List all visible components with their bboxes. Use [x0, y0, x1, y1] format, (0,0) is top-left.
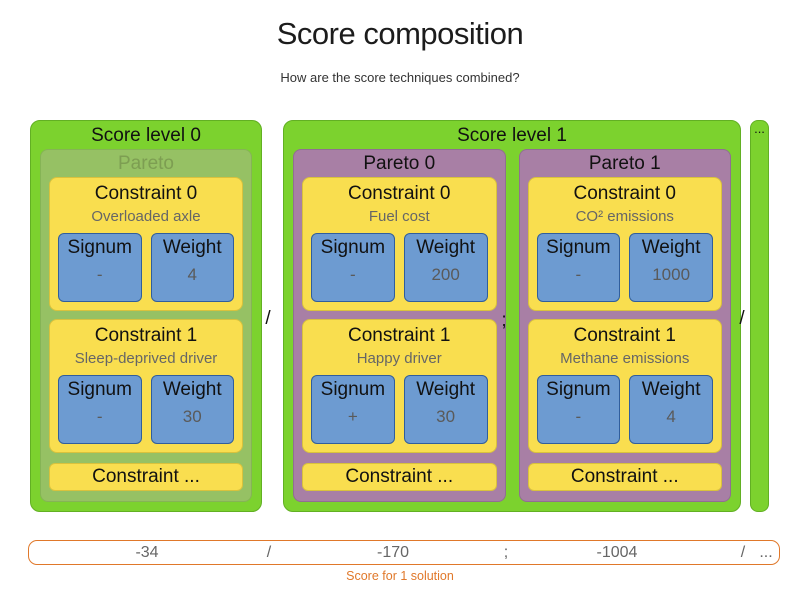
- level-separator: /: [265, 308, 271, 329]
- signum-label: Signum: [67, 237, 132, 258]
- constraint-box: Constraint 0 Fuel cost Signum - Weight 2…: [302, 177, 497, 311]
- constraint-title: Constraint 1: [348, 325, 451, 346]
- weight-label: Weight: [416, 379, 476, 400]
- constraint-box: Constraint 1 Sleep-deprived driver Signu…: [49, 319, 243, 453]
- weight-box: Weight 30: [150, 375, 234, 444]
- signum-label: Signum: [67, 379, 132, 400]
- score-level-0-body: Pareto Constraint 0 Overloaded axle Sign…: [40, 149, 252, 502]
- weight-box: Weight 200: [403, 233, 488, 302]
- constraint-name: Sleep-deprived driver: [74, 350, 218, 367]
- constraint-box: Constraint 0 Overloaded axle Signum - We…: [49, 177, 243, 311]
- signum-weight-row: Signum - Weight 4: [58, 233, 234, 302]
- level-separator: /: [739, 308, 745, 329]
- signum-box: Signum -: [58, 233, 142, 302]
- signum-value: -: [575, 265, 582, 284]
- signum-weight-row: Signum - Weight 4: [536, 375, 713, 444]
- signum-weight-row: Signum - Weight 1000: [536, 233, 713, 302]
- constraint-title: Constraint 0: [573, 183, 676, 204]
- weight-value: 4: [666, 407, 676, 426]
- signum-label: Signum: [320, 379, 386, 400]
- signum-box: Signum -: [536, 375, 621, 444]
- score-value-pareto0: -170: [376, 544, 410, 561]
- signum-label: Signum: [546, 237, 611, 258]
- constraint-box: Constraint 0 CO² emissions Signum - Weig…: [527, 177, 722, 311]
- constraint-name: Fuel cost: [368, 208, 430, 225]
- pareto-title: Pareto: [118, 153, 174, 174]
- weight-box: Weight 30: [403, 375, 488, 444]
- signum-value: -: [575, 407, 582, 426]
- pareto-1-box: Pareto 1 Constraint 0 CO² emissions Sign…: [518, 149, 731, 502]
- score-value-pareto1: -1004: [596, 544, 638, 561]
- constraint-name: Happy driver: [356, 350, 442, 367]
- constraint-title: Constraint 1: [573, 325, 676, 346]
- page-subtitle: How are the score techniques combined?: [280, 70, 520, 85]
- score-level-0-box: Score level 0 Pareto Constraint 0 Overlo…: [30, 120, 262, 512]
- signum-box: Signum +: [311, 375, 395, 444]
- constraint-more-box: Constraint ...: [302, 463, 497, 491]
- score-level-1-title: Score level 1: [457, 125, 567, 146]
- constraint-title: Constraint 1: [94, 325, 198, 346]
- score-level-1-body: Pareto 0 Constraint 0 Fuel cost Signum -…: [293, 149, 731, 502]
- pareto-1-title: Pareto 1: [588, 153, 661, 174]
- constraint-name: Methane emissions: [560, 350, 690, 367]
- signum-box: Signum -: [311, 233, 395, 302]
- weight-box: Weight 4: [629, 375, 713, 444]
- constraint-more-box: Constraint ...: [527, 463, 722, 491]
- signum-weight-row: Signum + Weight 30: [311, 375, 488, 444]
- signum-box: Signum -: [58, 375, 142, 444]
- score-separator: ;: [503, 544, 509, 561]
- weight-label: Weight: [641, 379, 701, 400]
- score-value-more: ...: [759, 544, 773, 561]
- signum-value: -: [350, 265, 356, 284]
- pareto-0-box: Pareto 0 Constraint 0 Fuel cost Signum -…: [293, 149, 506, 502]
- constraint-name: Overloaded axle: [91, 208, 201, 225]
- pareto-0-title: Pareto 0: [363, 153, 436, 174]
- weight-label: Weight: [641, 237, 701, 258]
- weight-box: Weight 1000: [629, 233, 713, 302]
- pareto-box: Pareto Constraint 0 Overloaded axle Sign…: [40, 149, 252, 502]
- weight-value: 30: [182, 407, 202, 426]
- weight-value: 4: [187, 265, 197, 284]
- score-bar-caption: Score for 1 solution: [346, 569, 454, 583]
- signum-label: Signum: [320, 237, 386, 258]
- constraint-title: Constraint 0: [94, 183, 198, 204]
- page-title: Score composition: [276, 16, 524, 51]
- weight-value: 1000: [652, 265, 691, 284]
- constraint-box: Constraint 1 Happy driver Signum + Weigh…: [302, 319, 497, 453]
- score-level-0-title: Score level 0: [91, 125, 201, 146]
- constraint-name: CO² emissions: [575, 208, 674, 225]
- constraint-more-box: Constraint ...: [49, 463, 243, 491]
- weight-value: 200: [431, 265, 460, 284]
- constraint-title: Constraint 0: [348, 183, 451, 204]
- signum-box: Signum -: [536, 233, 621, 302]
- score-level-1-box: Score level 1 Pareto 0 Constraint 0 Fuel…: [283, 120, 741, 512]
- signum-value: +: [347, 407, 358, 426]
- signum-label: Signum: [546, 379, 611, 400]
- pareto-separator: ;: [501, 310, 507, 331]
- signum-weight-row: Signum - Weight 200: [311, 233, 488, 302]
- more-levels-box: ...: [750, 120, 769, 512]
- score-separator: /: [740, 544, 746, 561]
- signum-weight-row: Signum - Weight 30: [58, 375, 234, 444]
- constraint-box: Constraint 1 Methane emissions Signum - …: [527, 319, 722, 453]
- signum-value: -: [96, 265, 103, 284]
- weight-label: Weight: [162, 237, 222, 258]
- signum-value: -: [96, 407, 103, 426]
- score-value-level0: -34: [135, 544, 159, 561]
- weight-value: 30: [436, 407, 456, 426]
- weight-box: Weight 4: [150, 233, 234, 302]
- weight-label: Weight: [162, 379, 222, 400]
- score-bar: -34 / -170 ; -1004 / ...: [28, 540, 780, 565]
- weight-label: Weight: [416, 237, 476, 258]
- score-separator: /: [266, 544, 272, 561]
